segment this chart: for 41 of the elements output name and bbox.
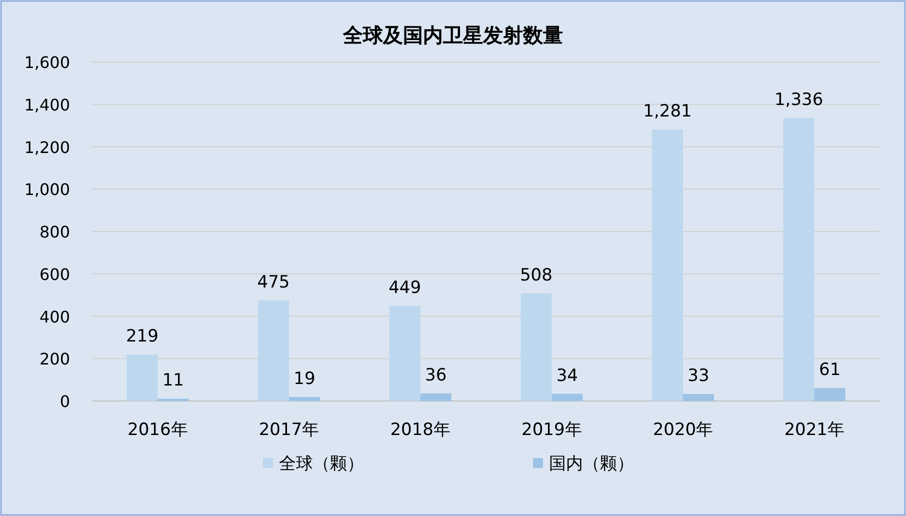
y-tick-label: 1,600 xyxy=(24,53,70,72)
legend-label: 全球（颗） xyxy=(279,454,364,474)
x-tick-label: 2016年 xyxy=(128,420,188,440)
x-tick-label: 2019年 xyxy=(522,420,582,440)
x-tick-label: 2021年 xyxy=(784,420,844,440)
y-tick-label: 0 xyxy=(60,392,70,411)
x-tick-label: 2018年 xyxy=(390,420,450,440)
data-label: 1,281 xyxy=(643,102,692,122)
data-label: 61 xyxy=(819,360,841,380)
bar xyxy=(258,300,289,401)
y-tick-label: 1,200 xyxy=(24,138,70,157)
bar xyxy=(126,354,158,401)
bar xyxy=(520,293,552,401)
data-label: 11 xyxy=(162,370,184,391)
data-label: 508 xyxy=(520,265,552,286)
data-label: 34 xyxy=(556,366,578,386)
y-tick-label: 1,000 xyxy=(24,180,70,200)
bar xyxy=(389,306,420,401)
data-label: 1,336 xyxy=(774,90,824,110)
bar xyxy=(652,130,683,401)
x-tick-label: 2017年 xyxy=(258,420,320,440)
bar xyxy=(814,388,846,401)
data-label: 33 xyxy=(688,366,710,386)
bar xyxy=(289,396,320,401)
data-label: 475 xyxy=(257,272,290,292)
y-tick-label: 400 xyxy=(39,307,70,326)
bar xyxy=(683,394,714,401)
y-tick-label: 200 xyxy=(39,350,70,369)
data-label: 449 xyxy=(388,278,422,298)
bar xyxy=(420,393,452,401)
legend-label: 国内（颗） xyxy=(549,454,634,474)
bar xyxy=(783,118,814,401)
data-label: 219 xyxy=(126,326,158,347)
data-label: 36 xyxy=(425,365,447,386)
x-tick-label: 2020年 xyxy=(652,420,714,440)
chart-title: 全球及国内卫星发射数量 xyxy=(342,23,563,47)
y-tick-label: 600 xyxy=(39,264,70,284)
y-tick-label: 1,400 xyxy=(24,95,70,114)
data-label: 19 xyxy=(294,368,316,389)
y-tick-label: 800 xyxy=(39,222,70,242)
bar xyxy=(552,394,583,401)
